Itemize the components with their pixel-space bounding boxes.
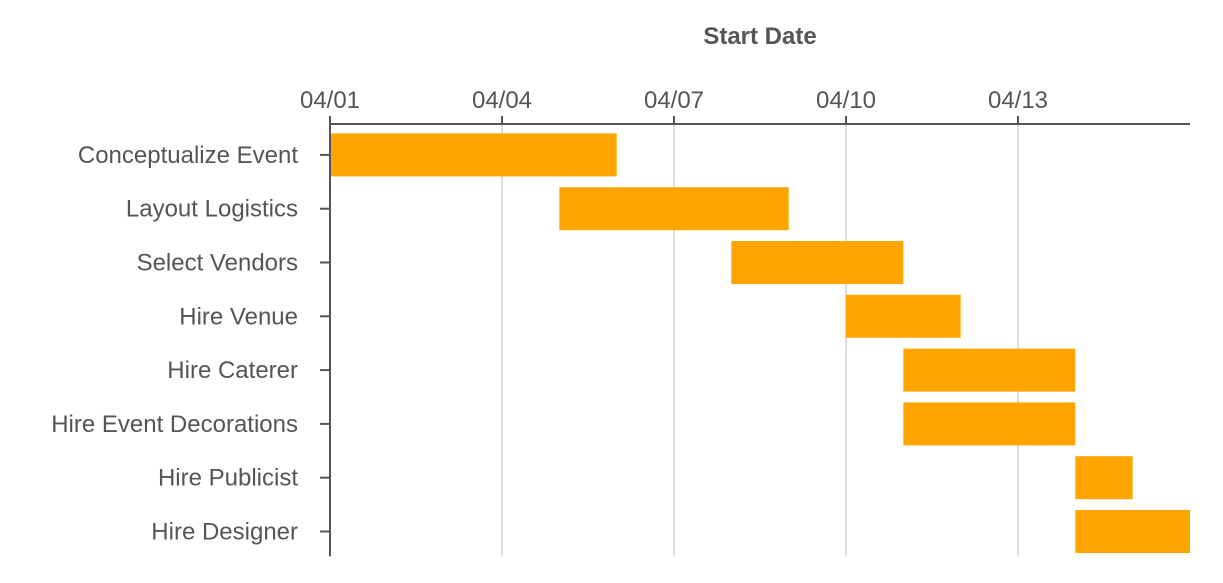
task-bar-4 xyxy=(903,348,1076,392)
axes: 04/01 04/04 04/07 04/10 04/13 Conceptualize E… xyxy=(51,87,1190,557)
x-tick-label-3: 04/10 xyxy=(816,87,876,114)
x-tick-label-1: 04/04 xyxy=(472,87,532,114)
x-tick-label-2: 04/07 xyxy=(644,87,704,114)
task-label-7: Hire Designer xyxy=(151,519,298,546)
task-label-0: Conceptualize Event xyxy=(78,142,298,169)
task-label-4: Hire Caterer xyxy=(167,357,298,384)
x-tick-label-0: 04/01 xyxy=(300,87,360,114)
x-axis-title: Start Date xyxy=(703,23,816,50)
task-bar-1 xyxy=(559,187,789,231)
task-bar-6 xyxy=(1075,456,1133,500)
task-bars xyxy=(330,133,1190,553)
task-bar-7 xyxy=(1075,510,1190,553)
task-label-5: Hire Event Decorations xyxy=(51,411,298,438)
task-label-2: Select Vendors xyxy=(137,250,298,277)
task-bar-0 xyxy=(330,133,617,177)
task-bar-3 xyxy=(846,294,961,338)
task-label-6: Hire Publicist xyxy=(158,465,298,492)
task-bar-5 xyxy=(903,402,1076,446)
task-bar-2 xyxy=(731,241,904,284)
x-tick-label-4: 04/13 xyxy=(988,87,1048,114)
task-label-3: Hire Venue xyxy=(179,303,298,330)
task-label-1: Layout Logistics xyxy=(126,196,298,223)
